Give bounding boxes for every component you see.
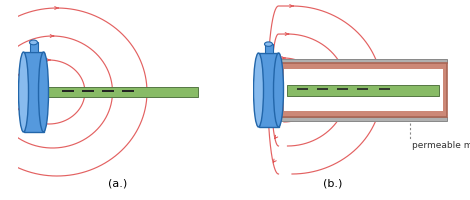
Ellipse shape xyxy=(18,52,29,132)
Bar xyxy=(30,42,38,52)
Bar xyxy=(46,87,197,97)
Bar xyxy=(281,63,446,117)
Bar xyxy=(281,59,446,63)
Ellipse shape xyxy=(39,52,48,132)
Bar xyxy=(258,53,279,127)
Ellipse shape xyxy=(30,40,38,45)
Bar xyxy=(24,52,44,132)
Ellipse shape xyxy=(265,42,273,46)
Bar xyxy=(281,117,446,121)
Text: (a.): (a.) xyxy=(108,179,127,189)
Bar xyxy=(265,44,273,53)
Bar xyxy=(287,85,439,96)
Ellipse shape xyxy=(274,53,283,127)
Ellipse shape xyxy=(253,53,264,127)
Bar xyxy=(284,69,443,111)
Text: (b.): (b.) xyxy=(323,179,342,189)
Text: permeable material: permeable material xyxy=(412,141,470,150)
